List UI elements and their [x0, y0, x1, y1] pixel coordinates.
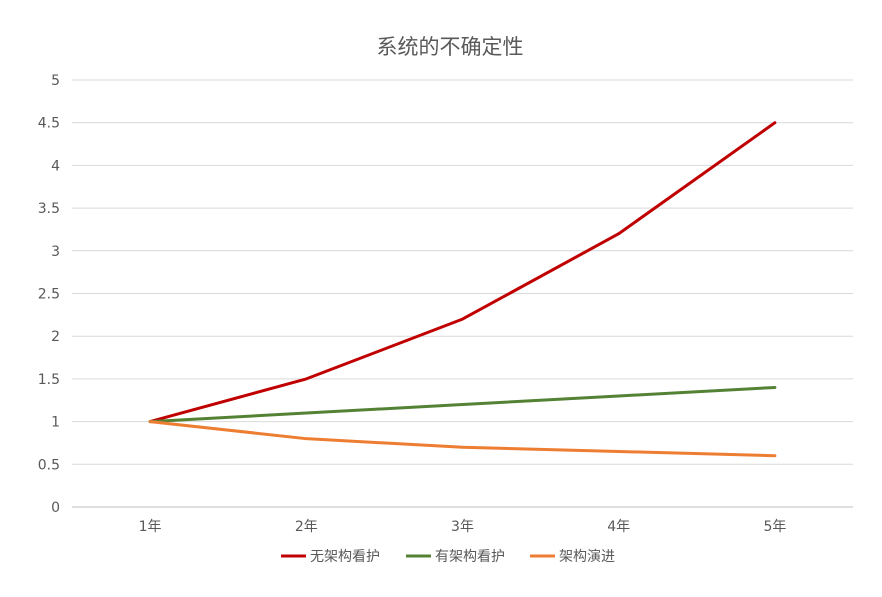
x-tick-label: 2年 — [295, 519, 318, 535]
series-lines — [148, 121, 777, 458]
data-point — [149, 420, 152, 423]
y-tick-label: 0.5 — [38, 457, 60, 473]
gridlines — [72, 79, 853, 508]
x-tick-label: 1年 — [139, 519, 162, 535]
data-point — [617, 394, 620, 397]
y-tick-label: 1 — [51, 415, 60, 431]
y-tick-label: 4.5 — [38, 116, 60, 132]
y-tick-label: 5 — [51, 73, 60, 89]
x-tick-label: 5年 — [763, 519, 786, 535]
data-point — [305, 437, 308, 440]
data-point — [773, 121, 776, 124]
legend-item: 有架构看护 — [406, 549, 505, 565]
data-point — [617, 450, 620, 453]
x-axis: 1年 2年 3年 4年 5年 — [139, 519, 787, 535]
data-point — [773, 386, 776, 389]
y-tick-label: 1.5 — [38, 372, 60, 388]
y-tick-label: 3.5 — [38, 201, 60, 217]
data-point — [461, 403, 464, 406]
data-point — [305, 412, 308, 415]
series-line-1 — [148, 121, 777, 424]
x-tick-label: 4年 — [607, 519, 630, 535]
data-point — [461, 446, 464, 449]
data-point — [617, 232, 620, 235]
y-tick-label: 4 — [51, 158, 60, 174]
legend-label: 架构演进 — [559, 549, 615, 565]
legend-item: 架构演进 — [530, 549, 615, 565]
y-tick-label: 2 — [51, 329, 60, 345]
x-tick-label: 3年 — [451, 519, 474, 535]
y-axis: 0 0.5 1 1.5 2 2.5 3 3.5 4 4.5 5 — [38, 73, 60, 516]
legend-label: 无架构看护 — [310, 549, 380, 565]
series-line-2 — [148, 385, 777, 424]
series-line-3 — [148, 420, 777, 458]
chart-title: 系统的不确定性 — [377, 35, 524, 59]
legend: 无架构看护 有架构看护 架构演进 — [281, 549, 615, 565]
data-point — [461, 318, 464, 321]
legend-item: 无架构看护 — [281, 549, 380, 565]
y-tick-label: 3 — [51, 244, 60, 260]
y-tick-label: 2.5 — [38, 287, 60, 303]
y-tick-label: 0 — [51, 500, 60, 516]
legend-label: 有架构看护 — [435, 549, 505, 565]
data-point — [773, 454, 776, 457]
data-point — [305, 377, 308, 380]
